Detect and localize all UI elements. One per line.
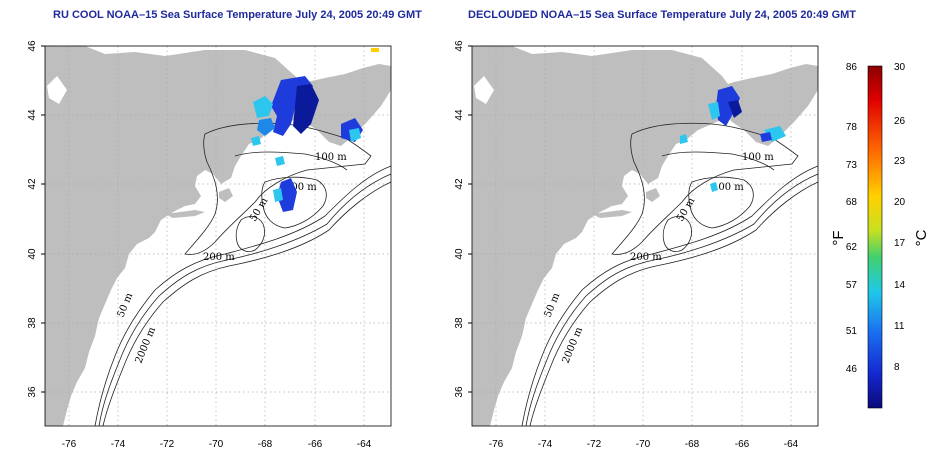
f-tick: 73 (846, 160, 858, 171)
right-lat-axis: 46 44 42 40 38 36 (454, 40, 472, 398)
left-plot-frame (44, 45, 392, 427)
right-lon-tick: -76 (489, 439, 504, 450)
left-lon-tick: -76 (62, 439, 77, 450)
right-lat-tick: 36 (454, 386, 465, 398)
c-tick: 30 (894, 62, 906, 73)
left-lat-tick: 42 (27, 178, 38, 190)
left-contours (94, 122, 392, 427)
left-lon-tick: -66 (308, 439, 323, 450)
left-lon-tick: -64 (357, 439, 372, 450)
left-contour-label: 200 m (203, 252, 235, 263)
right-lake (474, 76, 494, 104)
c-tick: 11 (894, 321, 905, 332)
right-plot-frame (471, 45, 819, 427)
left-lat-tick: 40 (27, 248, 38, 260)
colorbar-ramp (867, 65, 883, 409)
left-lon-tick: -68 (258, 439, 273, 450)
f-tick: 68 (846, 197, 858, 208)
left-lon-tick: -72 (160, 439, 175, 450)
right-lon-tick: -74 (538, 439, 553, 450)
f-tick: 62 (846, 242, 858, 253)
colorbar-f-ticks: 86 78 73 68 62 57 51 46 (846, 62, 858, 375)
c-tick: 26 (894, 116, 906, 127)
right-contour-label: 200 m (630, 252, 662, 263)
right-lat-tick: 42 (454, 178, 465, 190)
colorbar: 86 78 73 68 62 57 51 46 30 26 23 20 17 1… (830, 62, 930, 409)
left-map-panel: 100 m 100 m 50 m 200 m 50 m 2000 m (44, 45, 392, 427)
right-map-title: DECLOUDED NOAA–15 Sea Surface Temperatur… (468, 9, 857, 21)
right-lat-tick: 46 (454, 40, 465, 52)
left-lon-axis: -76 -74 -72 -70 -68 -66 -64 (62, 439, 372, 450)
left-lon-tick: -74 (111, 439, 126, 450)
left-lat-tick: 38 (27, 317, 38, 329)
f-tick: 86 (846, 62, 858, 73)
c-tick: 23 (894, 156, 906, 167)
right-lon-axis: -76 -74 -72 -70 -68 -66 -64 (489, 439, 799, 450)
right-lon-tick: -68 (685, 439, 700, 450)
right-lat-tick: 44 (454, 109, 465, 121)
left-lat-tick: 44 (27, 109, 38, 121)
right-grid (472, 45, 818, 426)
right-contour-label: 100 m (742, 152, 774, 163)
left-lat-tick: 46 (27, 40, 38, 52)
f-tick: 46 (846, 364, 858, 375)
right-lon-tick: -64 (784, 439, 799, 450)
left-contour-label: 100 m (285, 182, 317, 193)
right-contours (521, 122, 819, 427)
right-sst-data (680, 86, 786, 192)
fahrenheit-unit-label: °F (830, 230, 847, 245)
left-contour-label: 100 m (315, 152, 347, 163)
c-tick: 20 (894, 197, 906, 208)
f-tick: 51 (846, 326, 858, 337)
left-lat-tick: 36 (27, 386, 38, 398)
c-tick: 17 (894, 238, 906, 249)
right-lat-tick: 38 (454, 317, 465, 329)
right-lon-tick: -72 (587, 439, 602, 450)
f-tick: 78 (846, 122, 858, 133)
right-contour-label: 100 m (712, 182, 744, 193)
left-sst-data (251, 48, 379, 212)
c-tick: 8 (894, 362, 900, 373)
c-tick: 14 (894, 280, 906, 291)
right-lon-tick: -66 (735, 439, 750, 450)
left-lon-tick: -70 (209, 439, 224, 450)
left-lat-axis: 46 44 42 40 38 36 (27, 40, 45, 398)
right-map-panel: 100 m 100 m 50 m 200 m 50 m 2000 m (471, 45, 819, 427)
colorbar-c-ticks: 30 26 23 20 17 14 11 8 (894, 62, 906, 373)
right-lat-tick: 40 (454, 248, 465, 260)
f-tick: 57 (846, 280, 858, 291)
left-lake (47, 76, 67, 104)
right-lon-tick: -70 (636, 439, 651, 450)
left-map-title: RU COOL NOAA–15 Sea Surface Temperature … (53, 9, 422, 21)
celsius-unit-label: °C (913, 229, 930, 246)
